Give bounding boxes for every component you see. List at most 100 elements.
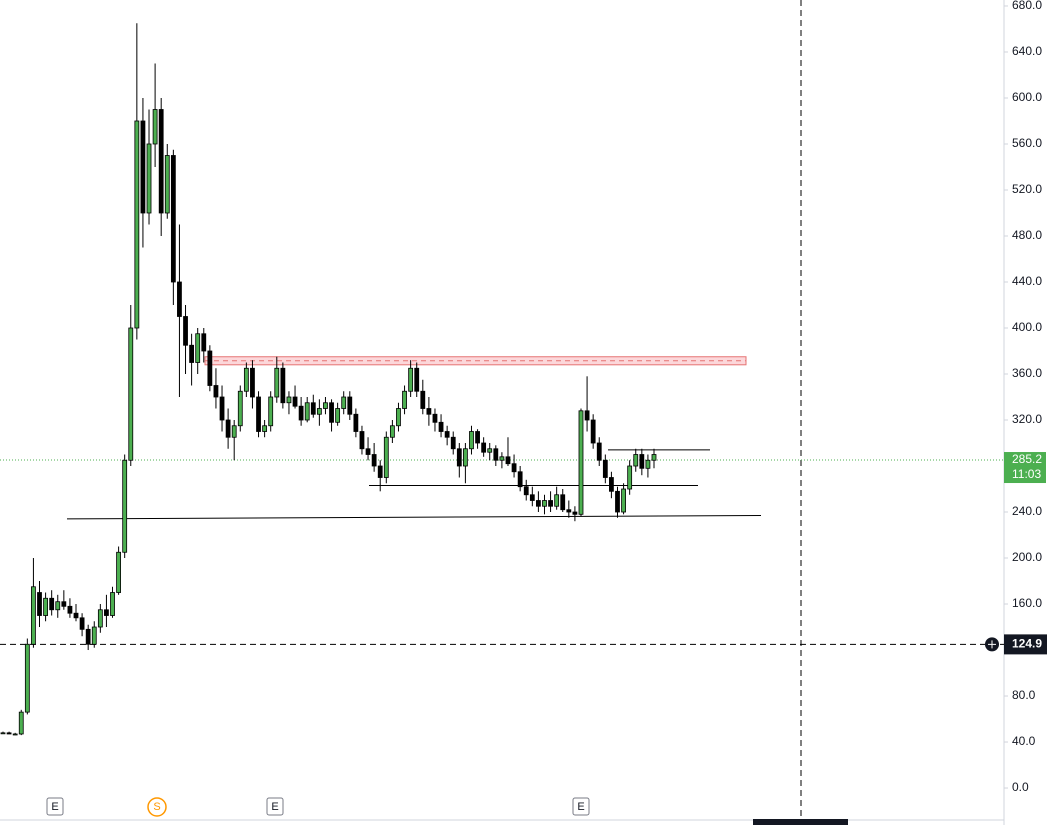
y-tick-label: 600.0: [1012, 90, 1042, 104]
candle-body: [158, 109, 164, 214]
candle-body: [219, 396, 225, 421]
candle-body: [578, 410, 584, 515]
candle-body: [529, 494, 535, 501]
candle-body: [262, 425, 268, 432]
candle-body: [140, 120, 146, 214]
candle-body: [177, 281, 182, 317]
candle-body: [615, 490, 620, 513]
candle-body: [633, 454, 639, 467]
last-price-label: 285.2: [1012, 452, 1042, 466]
candle-body: [24, 643, 30, 713]
y-tick-label: 560.0: [1012, 136, 1042, 150]
candle-body: [55, 601, 61, 611]
candle-body: [511, 463, 517, 473]
candle-body: [475, 431, 480, 444]
candle-body: [73, 612, 79, 619]
candle-body: [79, 617, 85, 630]
candle-body: [536, 500, 541, 507]
candle-body: [164, 155, 170, 214]
candle-body: [298, 405, 304, 421]
candle-body: [231, 425, 237, 438]
candle-body: [43, 597, 48, 616]
candle-body: [596, 442, 602, 461]
candle-body: [523, 486, 529, 496]
candle-body: [481, 442, 487, 453]
candle-body: [12, 733, 18, 736]
candle-body: [493, 448, 499, 461]
candle-body: [590, 419, 596, 444]
candle-body: [426, 408, 432, 415]
event-marker-label: E: [51, 801, 58, 813]
candle-body: [292, 396, 298, 407]
candle-body: [353, 413, 359, 432]
trend-line: [66, 514, 762, 520]
y-tick-label: 520.0: [1012, 182, 1042, 196]
earnings-marker[interactable]: [572, 797, 590, 816]
candle-body: [505, 456, 511, 465]
candle-body: [243, 367, 249, 392]
last-price-label-bg: [1004, 452, 1046, 484]
candle-body: [450, 436, 456, 450]
candle-body: [189, 344, 195, 363]
candle-body: [402, 390, 407, 409]
candle-body: [213, 385, 219, 398]
candle-body: [195, 333, 201, 363]
candle-body: [420, 390, 426, 409]
candle-body: [359, 431, 365, 450]
candle-body: [572, 511, 578, 515]
candle-body: [396, 408, 401, 427]
candle-body: [323, 402, 328, 409]
candle-body: [389, 425, 395, 438]
candle-body: [627, 465, 633, 490]
event-marker-label: E: [577, 801, 584, 813]
event-marker-label: S: [153, 801, 160, 813]
candle-body: [0, 732, 6, 735]
candle-body: [310, 402, 316, 415]
candle-body: [31, 586, 36, 645]
candle-body: [37, 592, 42, 616]
candle-body: [347, 396, 353, 415]
candle-body: [104, 609, 109, 616]
candle-body: [6, 732, 12, 735]
candle-body: [316, 408, 322, 415]
candle-body: [122, 459, 128, 553]
candle-body: [566, 509, 572, 513]
candle-body: [383, 436, 389, 478]
earnings-marker[interactable]: [46, 797, 64, 816]
candle-body: [250, 367, 255, 398]
candle-body: [335, 408, 341, 423]
candle-body: [170, 155, 176, 283]
candle-body: [201, 333, 207, 352]
candle-body: [432, 413, 438, 423]
add-alert-icon: [988, 640, 996, 649]
candle-body: [304, 402, 310, 421]
candle-body: [256, 396, 261, 432]
split-marker[interactable]: [147, 797, 167, 817]
y-tick-label: 320.0: [1012, 412, 1042, 426]
candle-body: [462, 448, 468, 467]
candle-body: [408, 367, 414, 392]
candle-body: [444, 431, 450, 438]
candle-body: [67, 605, 73, 614]
candle-body: [61, 601, 67, 607]
candle-body: [116, 551, 121, 593]
y-tick-label: 40.0: [1012, 734, 1036, 748]
candle-body: [128, 327, 134, 461]
countdown-label: 11:03: [1012, 467, 1041, 481]
candle-body: [548, 500, 553, 507]
candle-body: [286, 396, 292, 404]
y-tick-label: 240.0: [1012, 504, 1042, 518]
candle-body: [341, 396, 347, 409]
candle-body: [207, 350, 213, 386]
candle-body: [97, 609, 103, 628]
candle-body: [85, 628, 91, 645]
candle-body: [365, 448, 371, 455]
y-tick-label: 0.0: [1012, 780, 1029, 794]
crosshair-label-bg: [1004, 634, 1047, 655]
y-tick-label: 80.0: [1012, 688, 1036, 702]
candle-body: [621, 488, 626, 513]
candle-body: [237, 390, 243, 427]
candle-body: [280, 367, 286, 404]
earnings-marker[interactable]: [266, 797, 284, 816]
y-tick-label: 200.0: [1012, 550, 1042, 564]
